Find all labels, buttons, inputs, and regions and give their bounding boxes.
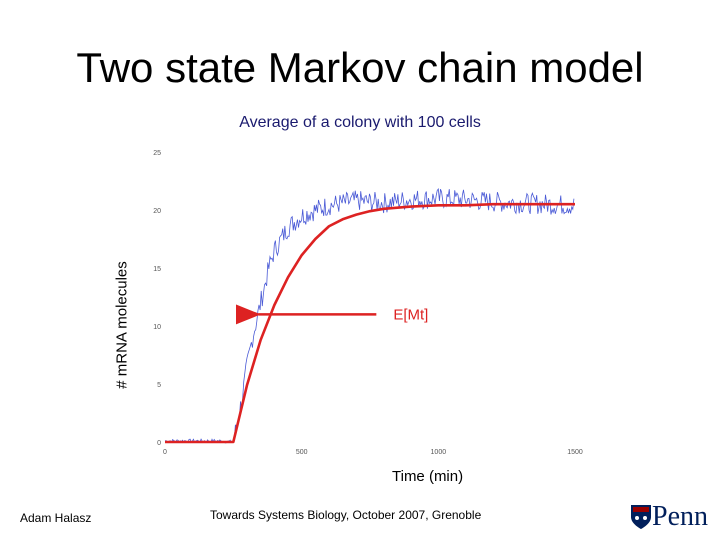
penn-shield-icon [631,505,651,529]
y-axis-label: # mRNA molecules [113,261,131,389]
x-tick-label: 500 [296,449,308,456]
x-tick-label: 1000 [431,449,447,456]
x-tick-label: 0 [163,449,167,456]
penn-logo: Penn [630,503,708,531]
chart-subtitle: Average of a colony with 100 cells [239,114,481,131]
footer-author: Adam Halasz [20,511,92,525]
y-tick-label: 0 [157,440,161,447]
y-tick-label: 25 [153,150,161,157]
x-tick-label: 1500 [567,449,583,456]
y-tick-label: 15 [153,266,161,273]
expected-value-line [165,202,575,444]
annotation-label: E[Mt] [393,306,428,323]
y-tick-label: 20 [153,208,161,215]
slide-title: Two state Markov chain model [76,44,644,91]
simulation-line [164,188,575,444]
y-tick-label: 5 [157,382,161,389]
y-tick-label: 10 [153,324,161,331]
x-axis-label: Time (min) [392,468,464,485]
logo-text: Penn [652,501,708,532]
chart-plot: 0 5 10 15 20 25 0 500 1000 1500 E[Mt] [153,150,583,456]
footer-event: Towards Systems Biology, October 2007, G… [210,508,482,522]
